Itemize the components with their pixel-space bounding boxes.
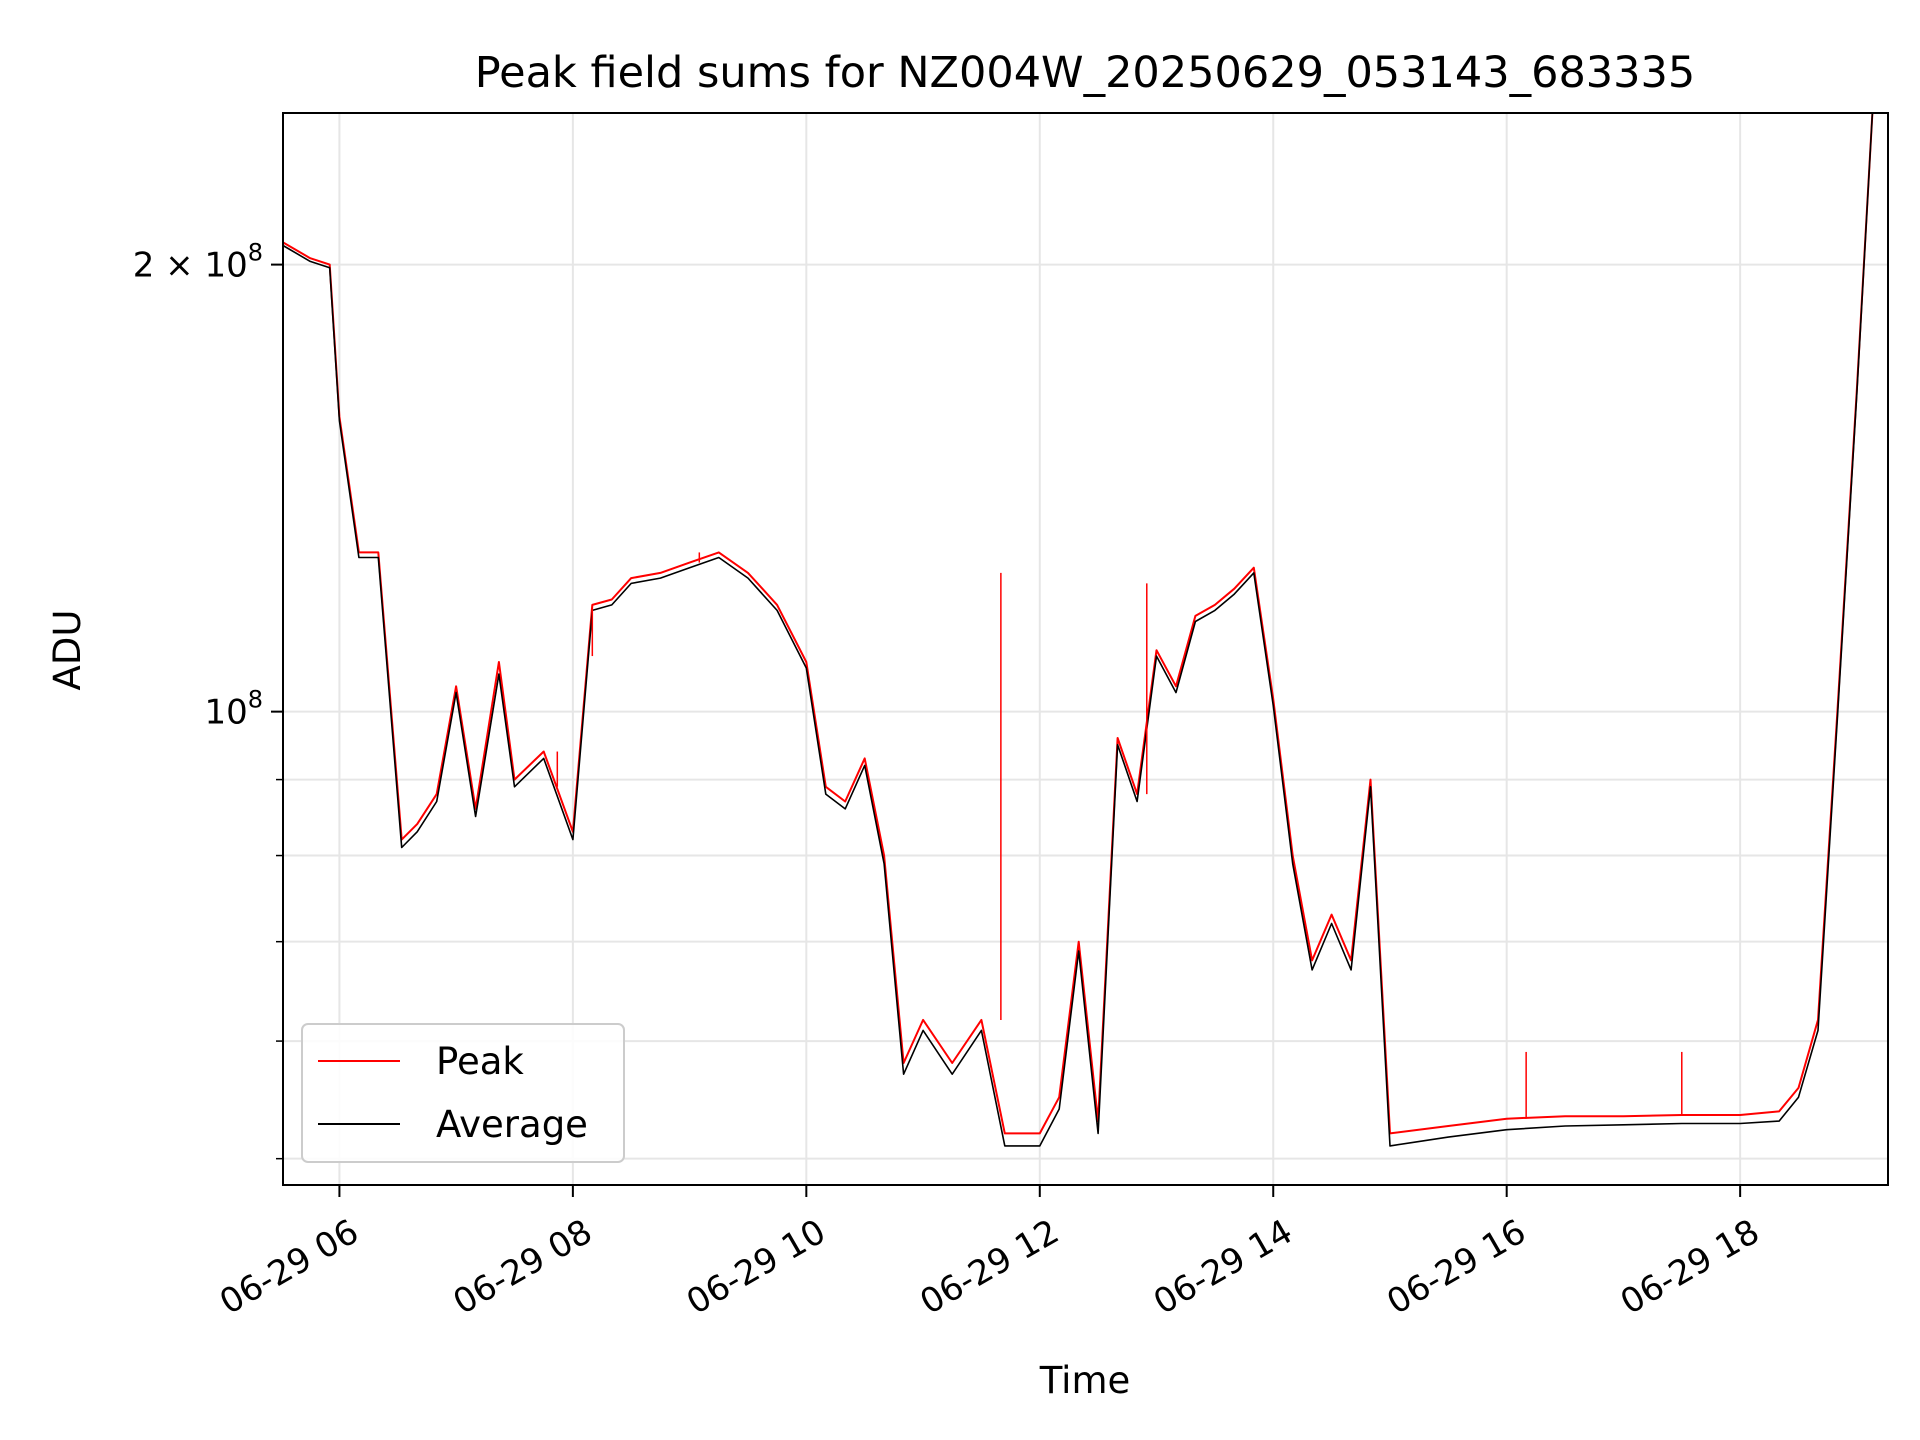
- y-axis-label: ADU: [46, 610, 89, 691]
- x-axis-label: Time: [1039, 1359, 1131, 1402]
- series-line-average: [282, 112, 1888, 1147]
- y-axis: 108 2 × 108: [133, 239, 283, 1160]
- legend-label-average: Average: [436, 1103, 588, 1146]
- chart-title: Peak field sums for NZ004W_20250629_0531…: [475, 48, 1696, 98]
- y-tick-label: 108: [204, 686, 263, 733]
- legend-label-peak: Peak: [436, 1040, 524, 1083]
- legend: Peak Average: [301, 1023, 625, 1163]
- plot-frame: [282, 112, 1889, 1186]
- legend-box: [301, 1023, 625, 1163]
- y-tick-label: 2 × 108: [133, 239, 263, 286]
- series-line-peak: [282, 112, 1888, 1135]
- series-layer: [282, 112, 1888, 1147]
